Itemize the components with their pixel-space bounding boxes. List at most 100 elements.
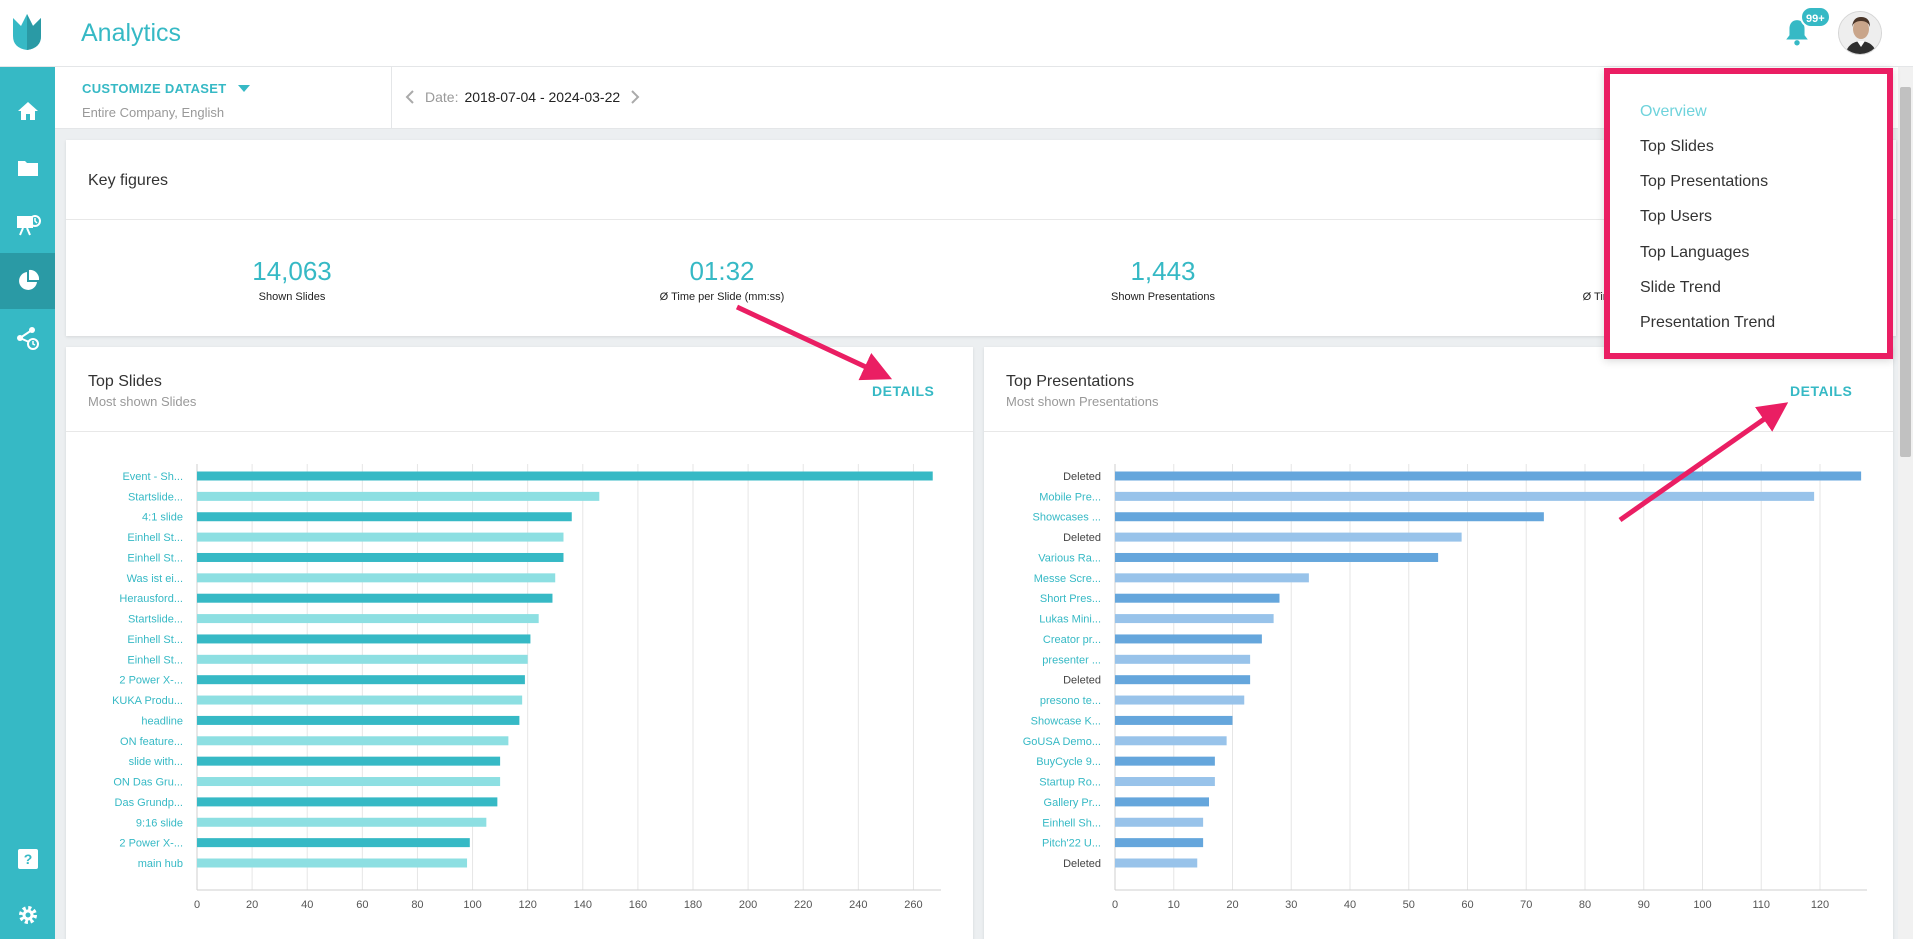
menu-item-slide-trend[interactable]: Slide Trend xyxy=(1640,279,1721,296)
sidebar-item-files[interactable] xyxy=(0,140,55,196)
category-label[interactable]: Startslide... xyxy=(128,491,183,503)
category-label[interactable]: Lukas Mini... xyxy=(1039,614,1101,626)
category-label[interactable]: Messe Scre... xyxy=(1034,573,1101,585)
bar[interactable] xyxy=(197,777,501,787)
category-label[interactable]: Deleted xyxy=(1063,532,1101,544)
bar[interactable] xyxy=(197,593,553,603)
category-label[interactable]: Das Grundp... xyxy=(115,797,183,809)
bar[interactable] xyxy=(197,634,531,644)
category-label[interactable]: 2 Power X-... xyxy=(119,675,183,687)
customize-dataset-button[interactable]: CUSTOMIZE DATASET xyxy=(82,81,227,96)
category-label[interactable]: Startup Ro... xyxy=(1039,777,1101,789)
bar[interactable] xyxy=(1115,695,1245,705)
avatar[interactable] xyxy=(1838,11,1882,55)
bar[interactable] xyxy=(1115,756,1215,766)
bar[interactable] xyxy=(197,614,539,624)
sidebar-item-presentations[interactable] xyxy=(0,197,55,253)
bar[interactable] xyxy=(197,695,523,705)
bar[interactable] xyxy=(1115,838,1204,848)
category-label[interactable]: Einhell St... xyxy=(127,532,183,544)
category-label[interactable]: main hub xyxy=(138,858,183,870)
menu-item-top-languages[interactable]: Top Languages xyxy=(1640,244,1750,261)
category-label[interactable]: GoUSA Demo... xyxy=(1023,736,1101,748)
menu-item-top-presentations[interactable]: Top Presentations xyxy=(1640,173,1769,190)
category-label[interactable]: 4:1 slide xyxy=(142,512,183,524)
category-label[interactable]: Showcases ... xyxy=(1033,512,1101,524)
sidebar-item-analytics[interactable] xyxy=(0,253,55,309)
sidebar-item-home[interactable] xyxy=(0,83,55,139)
category-label[interactable]: Einhell St... xyxy=(127,634,183,646)
bar[interactable] xyxy=(197,838,470,848)
category-label[interactable]: ON feature... xyxy=(120,736,183,748)
bar[interactable] xyxy=(197,654,528,664)
bar[interactable] xyxy=(1115,573,1309,583)
bar[interactable] xyxy=(197,858,468,868)
chevron-left-icon[interactable] xyxy=(405,90,415,104)
bar[interactable] xyxy=(197,532,564,542)
category-label[interactable]: BuyCycle 9... xyxy=(1036,756,1101,768)
sidebar-item-share[interactable] xyxy=(0,310,55,366)
top-slides-details-button[interactable]: DETAILS xyxy=(872,383,935,399)
category-label[interactable]: Mobile Pre... xyxy=(1039,491,1101,503)
bar[interactable] xyxy=(1115,858,1198,868)
category-label[interactable]: Event - Sh... xyxy=(122,471,183,483)
category-label[interactable]: Showcase K... xyxy=(1031,715,1101,727)
scrollbar[interactable] xyxy=(1898,67,1913,939)
bar[interactable] xyxy=(1115,491,1815,501)
bar[interactable] xyxy=(1115,614,1274,624)
category-label[interactable]: Deleted xyxy=(1063,675,1101,687)
logo-icon[interactable] xyxy=(9,12,45,52)
category-label[interactable]: Einhell St... xyxy=(127,552,183,564)
bar[interactable] xyxy=(197,756,501,766)
bar[interactable] xyxy=(197,512,572,522)
bar[interactable] xyxy=(197,552,564,562)
notification-badge[interactable]: 99+ xyxy=(1800,6,1831,28)
bar[interactable] xyxy=(1115,532,1462,542)
category-label[interactable]: Creator pr... xyxy=(1043,634,1101,646)
category-label[interactable]: Gallery Pr... xyxy=(1044,797,1101,809)
category-label[interactable]: Deleted xyxy=(1063,471,1101,483)
menu-item-top-users[interactable]: Top Users xyxy=(1640,208,1713,225)
category-label[interactable]: presenter ... xyxy=(1042,654,1101,666)
bar[interactable] xyxy=(1115,654,1251,664)
category-label[interactable]: headline xyxy=(141,715,183,727)
category-label[interactable]: Herausford... xyxy=(119,593,183,605)
category-label[interactable]: Deleted xyxy=(1063,858,1101,870)
category-label[interactable]: KUKA Produ... xyxy=(112,695,183,707)
sidebar-item-settings[interactable] xyxy=(0,887,55,939)
bell-icon[interactable] xyxy=(1784,18,1810,46)
bar[interactable] xyxy=(197,715,520,725)
category-label[interactable]: slide with... xyxy=(129,756,183,768)
category-label[interactable]: Einhell Sh... xyxy=(1042,817,1101,829)
bar[interactable] xyxy=(1115,675,1251,685)
top-presentations-details-button[interactable]: DETAILS xyxy=(1790,383,1853,399)
bar[interactable] xyxy=(197,573,556,583)
bar[interactable] xyxy=(1115,777,1215,787)
bar[interactable] xyxy=(197,817,487,827)
category-label[interactable]: Various Ra... xyxy=(1038,552,1101,564)
category-label[interactable]: Einhell St... xyxy=(127,654,183,666)
bar[interactable] xyxy=(197,675,525,685)
category-label[interactable]: Pitch'22 U... xyxy=(1042,838,1101,850)
menu-item-top-slides[interactable]: Top Slides xyxy=(1640,138,1714,155)
category-label[interactable]: Short Pres... xyxy=(1040,593,1101,605)
bar[interactable] xyxy=(1115,552,1439,562)
bar[interactable] xyxy=(197,736,509,746)
bar[interactable] xyxy=(1115,593,1280,603)
sidebar-item-help[interactable]: ? xyxy=(0,831,55,887)
category-label[interactable]: Startslide... xyxy=(128,614,183,626)
bar[interactable] xyxy=(1115,736,1227,746)
bar[interactable] xyxy=(1115,817,1204,827)
bar[interactable] xyxy=(1115,471,1862,481)
scrollbar-thumb[interactable] xyxy=(1900,87,1911,457)
menu-item-presentation-trend[interactable]: Presentation Trend xyxy=(1640,314,1776,331)
date-range-value[interactable]: 2018-07-04 - 2024-03-22 xyxy=(464,89,621,105)
bar[interactable] xyxy=(1115,512,1544,522)
bar[interactable] xyxy=(1115,797,1209,807)
category-label[interactable]: 9:16 slide xyxy=(136,817,183,829)
chevron-right-icon[interactable] xyxy=(630,90,640,104)
bar[interactable] xyxy=(197,797,498,807)
category-label[interactable]: 2 Power X-... xyxy=(119,838,183,850)
category-label[interactable]: ON Das Gru... xyxy=(113,777,183,789)
bar[interactable] xyxy=(1115,634,1262,644)
